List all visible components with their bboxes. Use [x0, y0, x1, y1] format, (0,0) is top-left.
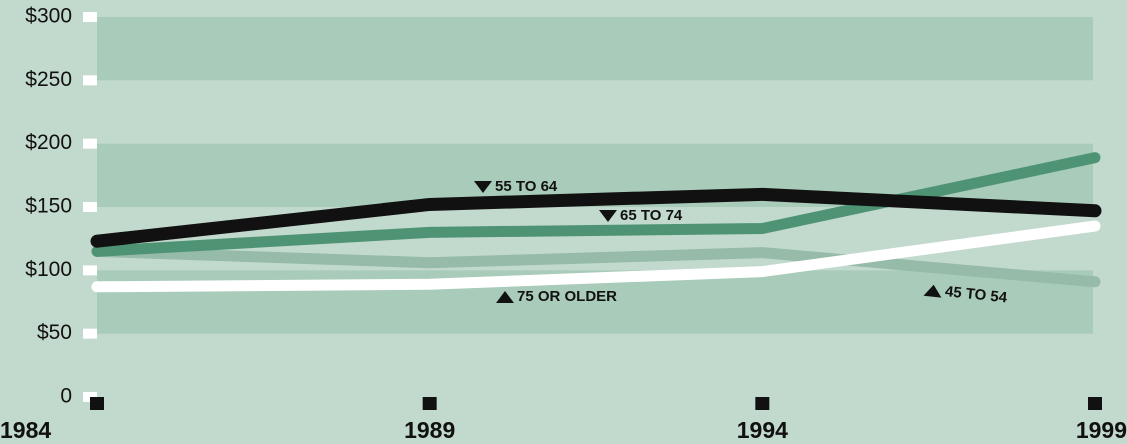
legend-label: 65 TO 74	[620, 207, 683, 224]
series-label: 65 TO 74	[599, 207, 683, 224]
band	[97, 17, 1093, 81]
y-tick-label: $100	[25, 258, 72, 281]
y-tick-label: $300	[25, 5, 72, 28]
y-tick-mark	[83, 12, 97, 22]
line	[91, 245, 1101, 288]
label-triangle	[496, 291, 514, 303]
y-tick-mark	[83, 138, 97, 149]
y-tick-mark	[83, 328, 97, 339]
line	[90, 187, 1102, 248]
y-tick-label: $200	[25, 131, 72, 154]
series-label: 55 TO 64	[474, 178, 558, 195]
y-tick-label: 0	[60, 385, 72, 408]
y-tick-mark	[83, 202, 97, 212]
y-tick-label: $50	[37, 321, 72, 344]
x-tick-label: 1999	[1076, 417, 1127, 443]
x-tick-mark	[422, 397, 437, 410]
legend-label: 75 OR OLDER	[517, 288, 617, 305]
line	[91, 152, 1101, 257]
series-label: 75 OR OLDER	[496, 288, 617, 305]
y-tick-mark	[83, 265, 97, 276]
label-triangle	[599, 210, 617, 222]
label-triangle	[923, 284, 942, 298]
x-tick-mark	[1088, 397, 1102, 410]
x-tick-label: 1984	[0, 417, 51, 443]
x-tick-label: 1994	[737, 417, 788, 443]
line	[91, 220, 1101, 293]
x-tick-label: 1989	[404, 417, 455, 443]
series-label: 45 TO 54	[923, 283, 1009, 307]
label-triangle	[474, 181, 492, 193]
x-tick-mark	[90, 397, 104, 410]
x-tick-mark	[755, 397, 770, 410]
legend-label: 45 TO 54	[944, 283, 1008, 306]
y-tick-label: $150	[25, 195, 72, 218]
y-tick-mark	[83, 75, 97, 86]
legend-label: 55 TO 64	[495, 178, 558, 195]
y-tick-label: $250	[25, 68, 72, 91]
